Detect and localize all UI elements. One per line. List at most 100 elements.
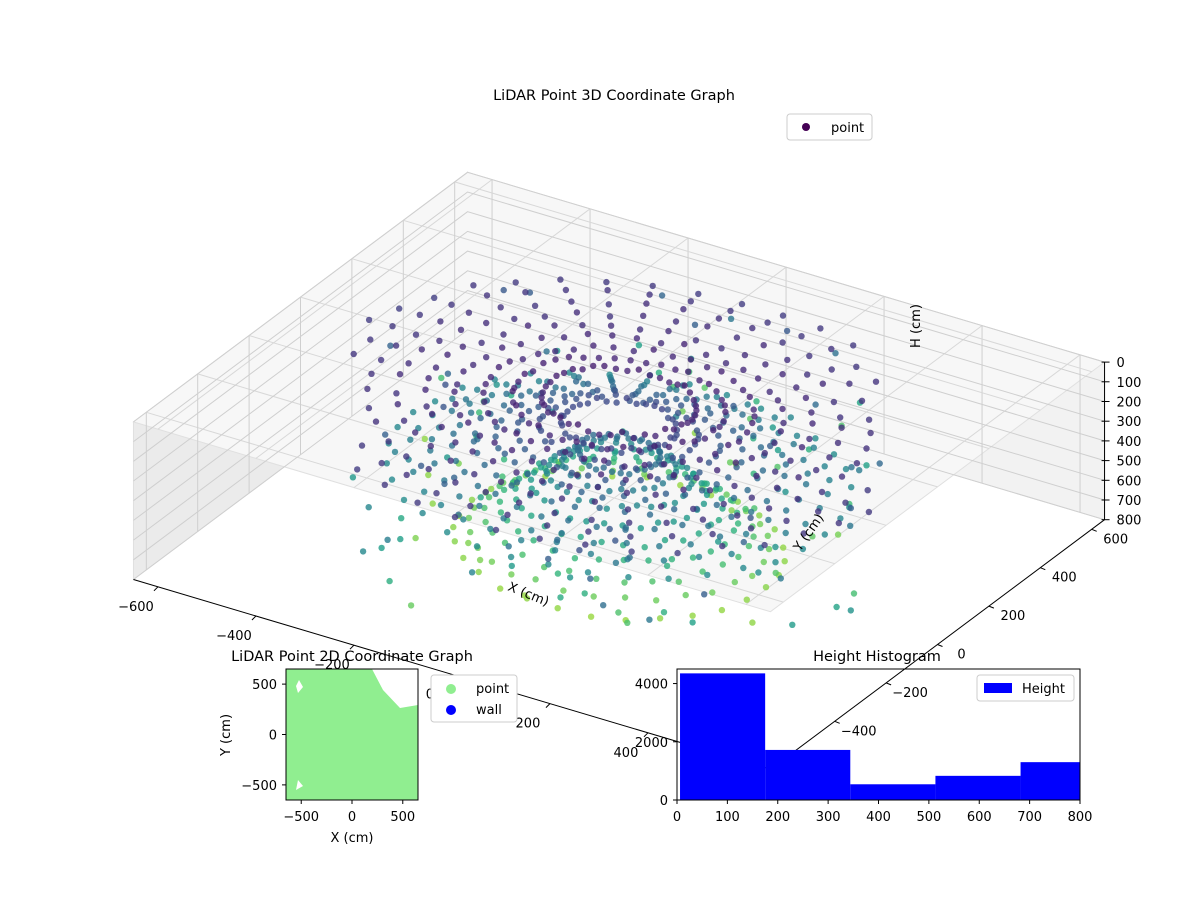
chart3d-point <box>547 397 554 404</box>
chart3d-point <box>689 554 697 561</box>
chart3d-point <box>451 513 459 521</box>
chart3d-point <box>800 456 807 464</box>
chart3d-point <box>447 457 454 464</box>
chart3d-point <box>422 386 429 393</box>
chart3d-point <box>474 482 482 490</box>
chart3d-point <box>798 444 806 451</box>
chart3d-point <box>622 476 629 483</box>
chart3d-point <box>548 498 555 505</box>
chart3d-point <box>779 405 786 413</box>
chart3d-point <box>669 353 676 360</box>
chart3d-point <box>508 482 515 489</box>
chart3d-point <box>377 356 385 364</box>
chart3d-point <box>678 463 686 470</box>
chart3d-point <box>470 361 477 369</box>
chart3d-point <box>519 551 526 558</box>
chart3d-x-tick <box>153 586 159 592</box>
chart3d-point <box>538 513 545 520</box>
chart3d-point <box>431 460 438 467</box>
chart3d-point <box>701 416 709 423</box>
chart3d-point <box>716 447 723 454</box>
chart3d-point <box>665 575 672 582</box>
chart3d-point <box>425 471 432 479</box>
chart3d-point <box>853 363 860 370</box>
chart3d-point <box>565 353 573 361</box>
chart3d-point <box>428 436 436 443</box>
chart3d-gridline <box>745 354 1081 605</box>
chart3d-point <box>748 508 755 516</box>
chart3d-point <box>565 420 572 428</box>
chart3d-point <box>421 435 428 443</box>
chart3d-point <box>549 389 557 397</box>
chart3d-point <box>492 490 499 497</box>
chart3d-point <box>813 466 820 474</box>
chart3d-point <box>651 443 658 450</box>
chart3d-point <box>652 491 659 498</box>
chart3d-point <box>683 395 690 403</box>
chart3d-point <box>542 383 549 390</box>
chart3d-point <box>641 544 648 551</box>
chart3d-point <box>681 382 688 389</box>
chart3d-point <box>863 445 870 452</box>
chart3d-point <box>495 445 502 452</box>
chart3d-point <box>728 513 735 520</box>
chart3d-point <box>591 498 598 505</box>
chart3d-point <box>524 322 532 329</box>
chart3d-point <box>512 279 519 286</box>
chart3d-point <box>611 355 618 362</box>
chart3d-point <box>635 342 643 349</box>
chart3d-point <box>652 432 659 440</box>
hist-x-ticklabel: 700 <box>1017 810 1042 825</box>
chart3d-point <box>538 477 546 485</box>
hist-x-ticklabel: 100 <box>715 810 740 825</box>
chart3d-y-ticklabel: 0 <box>957 648 965 663</box>
chart3d-point <box>462 396 470 403</box>
chart3d-point <box>481 398 488 405</box>
chart3d-point <box>656 543 663 550</box>
chart3d-point <box>747 525 755 532</box>
chart3d-point <box>441 480 448 488</box>
chart3d-point <box>609 378 616 385</box>
chart3d-point <box>501 426 508 433</box>
chart3d-y-tick <box>937 644 943 647</box>
chart3d-point <box>658 406 666 413</box>
chart3d-point <box>410 468 417 475</box>
chart3d-point <box>805 446 813 453</box>
chart3d-point <box>679 453 686 461</box>
chart3d-point <box>738 459 745 466</box>
chart3d-point <box>515 499 523 506</box>
chart3d-point <box>444 370 452 377</box>
chart3d-x-tick <box>643 732 649 738</box>
chart3d-y-ticklabel: −200 <box>892 686 928 701</box>
chart3d-point <box>533 489 540 497</box>
chart3d-point <box>527 437 535 445</box>
hist-legend-label: Height <box>1022 682 1065 697</box>
hist-y-ticklabel: 4000 <box>635 678 668 693</box>
chart3d-point <box>540 459 547 466</box>
chart3d-point <box>480 389 487 396</box>
chart3d-point <box>853 460 861 467</box>
hist-title: Height Histogram <box>813 649 941 665</box>
chart3d-point <box>557 276 564 283</box>
chart3d-point <box>509 388 516 395</box>
chart3d-point <box>471 430 479 437</box>
chart2d-legend: point wall <box>430 674 518 723</box>
chart3d-point <box>847 504 854 512</box>
chart3d-point <box>488 558 496 565</box>
chart3d-point <box>693 474 700 481</box>
chart3d-point <box>683 514 691 522</box>
chart3d-point <box>742 530 750 538</box>
chart3d-point <box>431 294 438 301</box>
chart3d-point <box>478 339 485 346</box>
chart3d-point <box>476 502 483 510</box>
chart3d-point <box>452 439 459 446</box>
chart3d-point <box>663 398 670 405</box>
chart3d-point <box>500 331 507 338</box>
chart3d-point <box>696 456 703 463</box>
chart3d-point <box>629 487 637 494</box>
chart3d-point <box>497 585 504 592</box>
chart-2d: LiDAR Point 2D Coordinate Graph −500 0 500… <box>219 649 518 846</box>
chart3d-point <box>560 334 568 341</box>
chart3d-point <box>570 346 577 353</box>
chart3d-point <box>474 386 481 393</box>
